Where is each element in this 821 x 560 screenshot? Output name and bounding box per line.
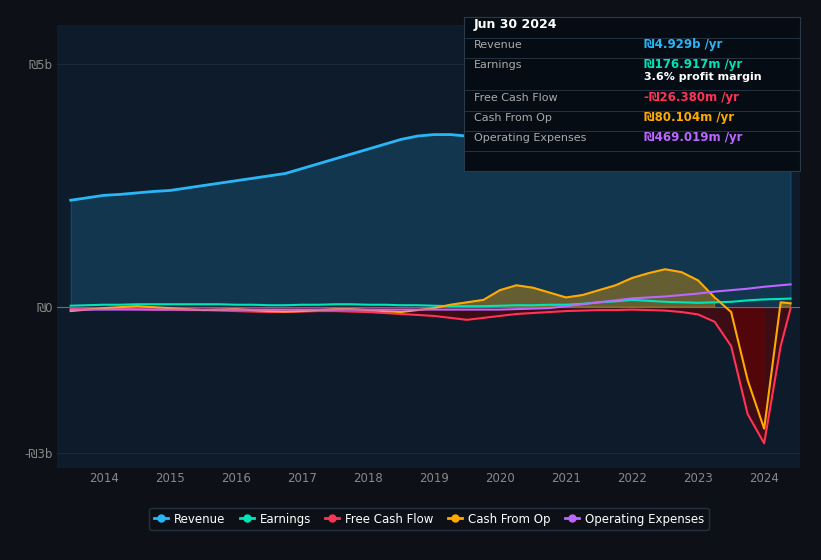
Text: Operating Expenses: Operating Expenses: [474, 133, 586, 143]
Text: ₪469.019m /yr: ₪469.019m /yr: [644, 131, 743, 144]
Text: ₪80.104m /yr: ₪80.104m /yr: [644, 111, 735, 124]
Legend: Revenue, Earnings, Free Cash Flow, Cash From Op, Operating Expenses: Revenue, Earnings, Free Cash Flow, Cash …: [149, 508, 709, 530]
Text: ₪4.929b /yr: ₪4.929b /yr: [644, 38, 722, 51]
Text: -₪26.380m /yr: -₪26.380m /yr: [644, 91, 740, 104]
Text: Free Cash Flow: Free Cash Flow: [474, 93, 557, 103]
Text: 3.6% profit margin: 3.6% profit margin: [644, 72, 762, 82]
Text: ₪176.917m /yr: ₪176.917m /yr: [644, 58, 743, 71]
Text: Earnings: Earnings: [474, 60, 522, 71]
Text: Revenue: Revenue: [474, 40, 522, 50]
Text: Cash From Op: Cash From Op: [474, 113, 552, 123]
Text: Jun 30 2024: Jun 30 2024: [474, 18, 557, 31]
